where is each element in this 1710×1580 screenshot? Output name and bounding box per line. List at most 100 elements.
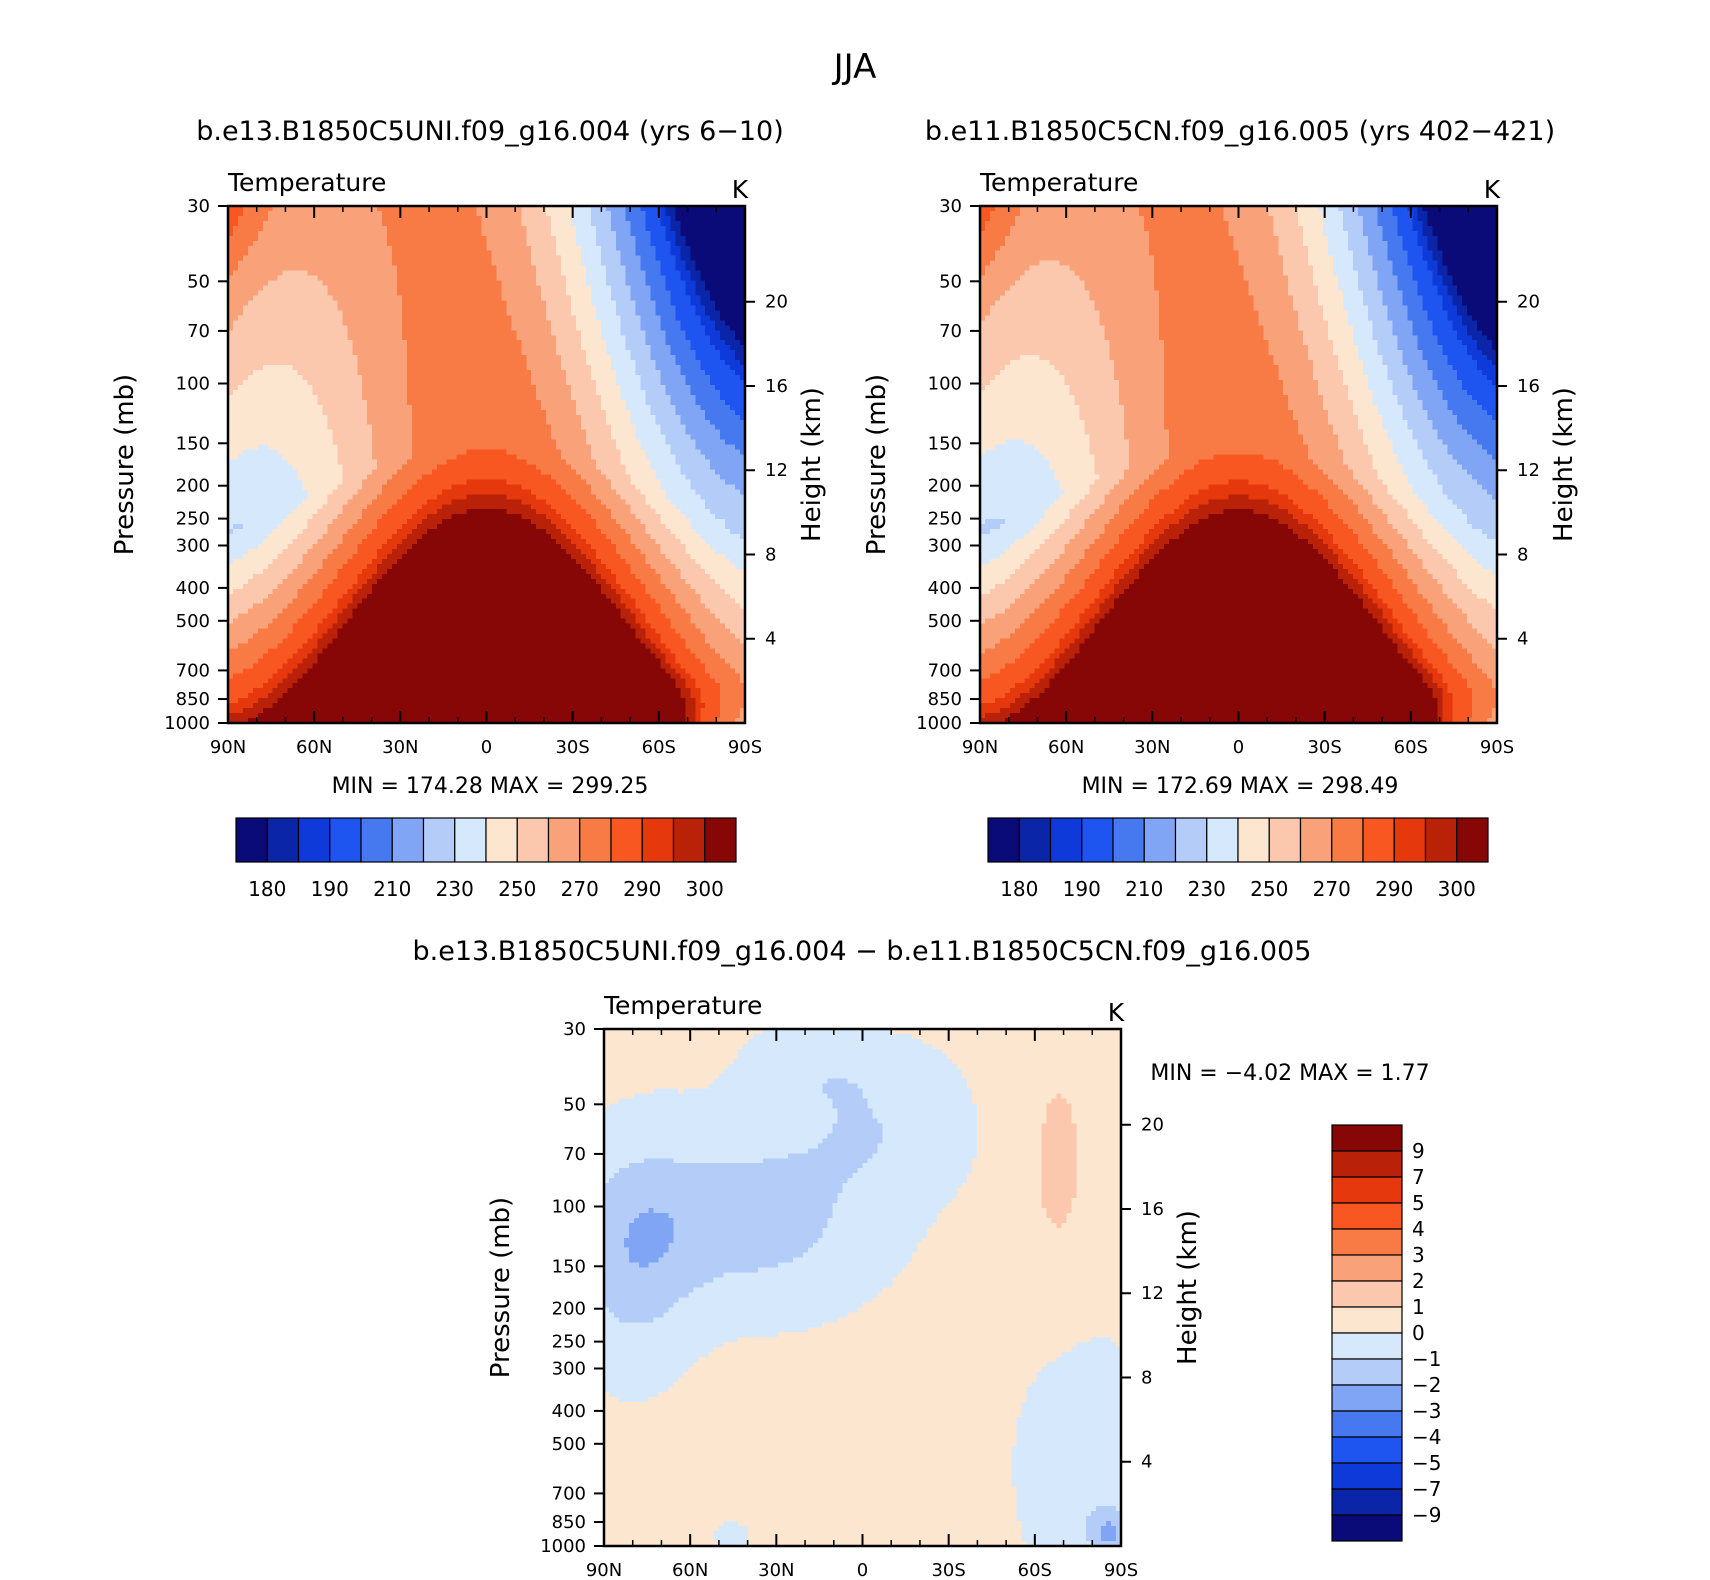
field-cell (710, 370, 716, 376)
field-cell (660, 240, 667, 247)
field-cell (710, 280, 716, 287)
field-cell (476, 240, 483, 247)
field-cell (695, 434, 701, 441)
field-cell (630, 394, 637, 401)
field-cell (610, 250, 617, 257)
field-cell (660, 409, 667, 416)
field-cell (680, 424, 686, 431)
field-cell (710, 206, 716, 212)
field-cell (496, 350, 503, 356)
field-cell (471, 399, 478, 406)
field-cell (665, 340, 672, 346)
field-cell (327, 394, 333, 401)
field-cell (441, 295, 448, 302)
field-cell (382, 290, 388, 297)
field-cell (506, 225, 512, 232)
field-cell (481, 379, 488, 386)
field-cell (575, 295, 582, 302)
field-cell (695, 375, 701, 381)
field-cell (382, 384, 388, 391)
field-cell (277, 295, 284, 302)
field-cell (347, 260, 353, 267)
field-cell (312, 220, 319, 227)
field-cell (377, 305, 383, 311)
field-cell (491, 365, 498, 371)
field-cell (411, 300, 418, 307)
field-cell (481, 365, 488, 371)
field-cell (635, 325, 642, 331)
field-cell (377, 295, 383, 302)
field-cell (262, 260, 269, 267)
field-cell (267, 260, 274, 267)
field-cell (237, 305, 244, 311)
field-cell (406, 345, 413, 351)
field-cell (456, 355, 463, 361)
field-cell (392, 404, 398, 411)
field-cell (332, 245, 338, 252)
field-cell (466, 325, 473, 331)
field-cell (501, 439, 507, 446)
field-cell (426, 399, 433, 406)
field-cell (665, 295, 672, 302)
field-cell (665, 290, 672, 297)
field-cell (670, 206, 676, 212)
field-cell (635, 434, 642, 441)
field-cell (546, 424, 552, 431)
field-cell (242, 255, 249, 262)
field-cell (392, 305, 398, 311)
field-cell (242, 365, 249, 371)
field-cell (282, 220, 289, 227)
field-cell (287, 270, 294, 277)
field-cell (511, 220, 517, 227)
field-cell (277, 404, 284, 411)
field-cell (670, 240, 676, 247)
field-cell (322, 414, 329, 421)
field-cell (630, 240, 637, 247)
field-cell (600, 389, 607, 396)
field-cell (710, 409, 716, 416)
field-cell (367, 210, 373, 217)
field-cell (327, 325, 333, 331)
field-cell (511, 260, 517, 267)
field-cell (302, 394, 309, 401)
field-cell (292, 320, 299, 326)
field-cell (566, 429, 572, 436)
field-cell (685, 320, 691, 326)
field-cell (307, 310, 314, 316)
field-cell (352, 270, 358, 277)
field-cell (446, 429, 453, 436)
field-cell (466, 360, 473, 366)
field-cell (426, 320, 433, 326)
field-cell (272, 399, 279, 406)
field-cell (237, 310, 244, 316)
field-cell (715, 295, 721, 302)
field-cell (332, 335, 338, 341)
field-cell (496, 404, 503, 411)
field-cell (650, 240, 657, 247)
field-cell (486, 335, 493, 341)
field-cell (491, 240, 498, 247)
field-cell (416, 265, 423, 272)
field-cell (461, 225, 468, 232)
field-cell (342, 265, 348, 272)
field-cell (620, 394, 627, 401)
field-cell (237, 245, 244, 252)
field-cell (670, 419, 676, 426)
field-cell (307, 429, 314, 436)
field-cell (421, 320, 428, 326)
field-cell (441, 375, 448, 381)
field-cell (317, 260, 324, 267)
field-cell (451, 320, 458, 326)
field-cell (546, 290, 552, 297)
field-cell (506, 379, 512, 386)
field-cell (332, 305, 338, 311)
field-cell (575, 414, 582, 421)
field-cell (640, 215, 647, 222)
field-cell (471, 310, 478, 316)
field-cell (426, 404, 433, 411)
field-cell (416, 330, 423, 336)
field-cell (700, 350, 706, 356)
field-cell (506, 360, 512, 366)
field-cell (546, 384, 552, 391)
field-cell (670, 434, 676, 441)
